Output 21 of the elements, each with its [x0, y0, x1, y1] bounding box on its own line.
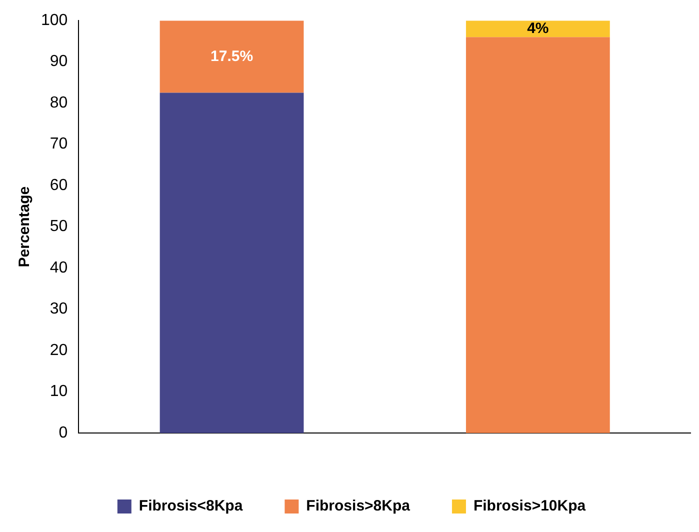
y-tick-label: 20: [50, 342, 68, 359]
data-label: 17.5%: [210, 48, 254, 65]
y-tick-label: 40: [50, 259, 68, 276]
bar: [160, 92, 304, 433]
bar: [160, 20, 304, 93]
y-tick-label: 70: [50, 136, 68, 153]
y-tick-label: 100: [40, 12, 68, 30]
y-tick-label: 10: [50, 383, 68, 400]
y-tick-label: 90: [50, 53, 68, 70]
bar: [466, 20, 610, 38]
y-tick-label: 50: [50, 218, 68, 236]
y-tick-label: 30: [50, 300, 68, 318]
y-tick-label: 0: [58, 424, 68, 442]
legend-label: Fibrosis>8Kpa: [306, 498, 411, 515]
y-axis-title: Percentage: [16, 186, 34, 268]
data-label: 4%: [527, 20, 549, 37]
y-tick-label: 80: [50, 94, 68, 112]
bar: [466, 37, 610, 433]
legend-label: Fibrosis<8Kpa: [138, 498, 244, 515]
legend-label: Fibrosis>10Kpa: [473, 498, 586, 515]
y-tick-label: 60: [50, 176, 68, 194]
